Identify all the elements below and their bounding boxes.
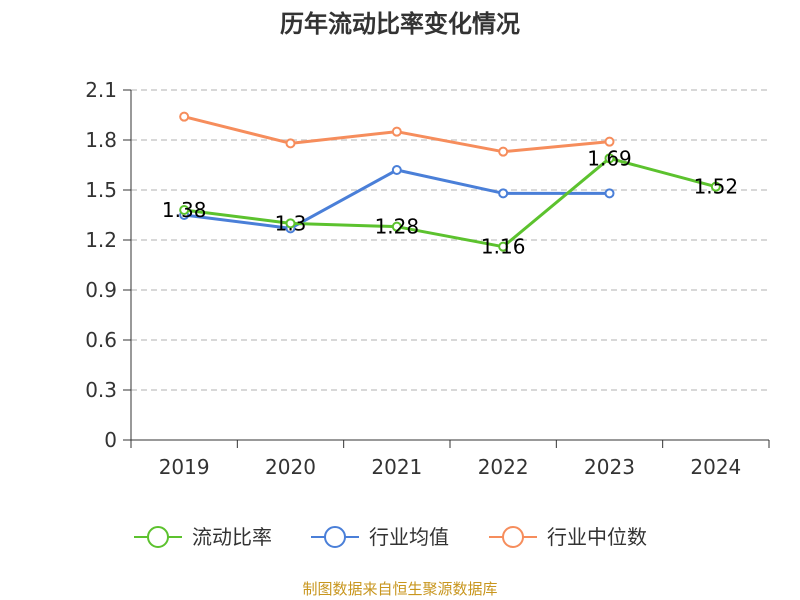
y-tick-label: 2.1 <box>85 78 117 102</box>
data-point[interactable] <box>499 189 507 197</box>
y-tick-label: 0.3 <box>85 378 117 402</box>
x-tick-label: 2020 <box>265 455 316 479</box>
data-label: 1.3 <box>275 211 307 235</box>
x-tick-label: 2022 <box>478 455 529 479</box>
data-point[interactable] <box>287 139 295 147</box>
legend-item[interactable]: 流动比率 <box>134 525 272 549</box>
y-tick-label: 1.8 <box>85 128 117 152</box>
y-tick-label: 1.2 <box>85 228 117 252</box>
series-lines <box>184 117 716 247</box>
y-tick-label: 0 <box>104 428 117 452</box>
legend-circle-marker <box>148 527 168 547</box>
data-point[interactable] <box>393 128 401 136</box>
legend-item[interactable]: 行业均值 <box>311 525 449 549</box>
legend-label: 行业均值 <box>369 525 449 549</box>
legend-circle-marker <box>503 527 523 547</box>
legend-label: 行业中位数 <box>547 525 647 549</box>
x-tick-label: 2023 <box>584 455 635 479</box>
grid-lines <box>131 90 769 390</box>
data-label: 1.52 <box>694 175 739 199</box>
series-line <box>184 158 716 246</box>
legend-circle-marker <box>325 527 345 547</box>
legend[interactable]: 流动比率 行业均值 行业中位数 <box>134 525 647 549</box>
data-label: 1.16 <box>481 235 526 259</box>
data-point[interactable] <box>180 113 188 121</box>
data-point[interactable] <box>606 138 614 146</box>
x-tick-label: 2021 <box>371 455 422 479</box>
source-note: 制图数据来自恒生聚源数据库 <box>302 580 497 598</box>
y-tick-label: 1.5 <box>85 178 117 202</box>
data-label: 1.69 <box>587 146 632 170</box>
data-point[interactable] <box>606 189 614 197</box>
y-tick-label: 0.9 <box>85 278 117 302</box>
line-chart: 历年流动比率变化情况 0 0.3 0.6 0.9 1.2 1.5 1.8 2.1 2019 202… <box>0 0 800 600</box>
legend-label: 流动比率 <box>192 525 272 549</box>
y-tick-label: 0.6 <box>85 328 117 352</box>
data-point[interactable] <box>499 148 507 156</box>
data-labels: 1.38 1.3 1.28 1.16 1.69 1.52 <box>162 146 738 258</box>
x-tick-label: 2019 <box>159 455 210 479</box>
x-tick-label: 2024 <box>690 455 741 479</box>
legend-item[interactable]: 行业中位数 <box>489 525 647 549</box>
data-label: 1.28 <box>375 215 420 239</box>
data-point[interactable] <box>393 166 401 174</box>
chart-title: 历年流动比率变化情况 <box>280 10 520 38</box>
data-label: 1.38 <box>162 198 207 222</box>
